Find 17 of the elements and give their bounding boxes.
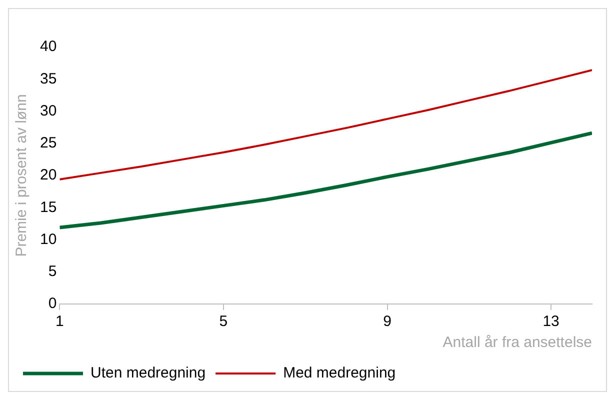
y-tick-label: 20: [40, 166, 57, 184]
y-tick-label: 0: [48, 295, 57, 312]
y-tick-label: 30: [40, 102, 57, 120]
legend-label: Uten medregning: [90, 364, 206, 382]
y-tick-label: 5: [48, 263, 57, 280]
x-tick-label: 1: [56, 313, 64, 330]
y-tick-label: 40: [40, 38, 57, 56]
y-tick-label: 35: [40, 70, 57, 88]
y-tick-label: 10: [40, 230, 57, 248]
x-tick-label: 9: [383, 313, 392, 330]
x-tick-label: 13: [542, 313, 560, 330]
y-tick-label: 15: [40, 198, 57, 216]
y-tick-label: 25: [40, 134, 57, 152]
x-axis-title: Antall år fra ansettelse: [442, 334, 592, 352]
y-axis-title: Premie i prosent av lønn: [13, 94, 30, 257]
legend-label: Med medregning: [283, 364, 396, 382]
x-tick-label: 5: [219, 313, 228, 330]
